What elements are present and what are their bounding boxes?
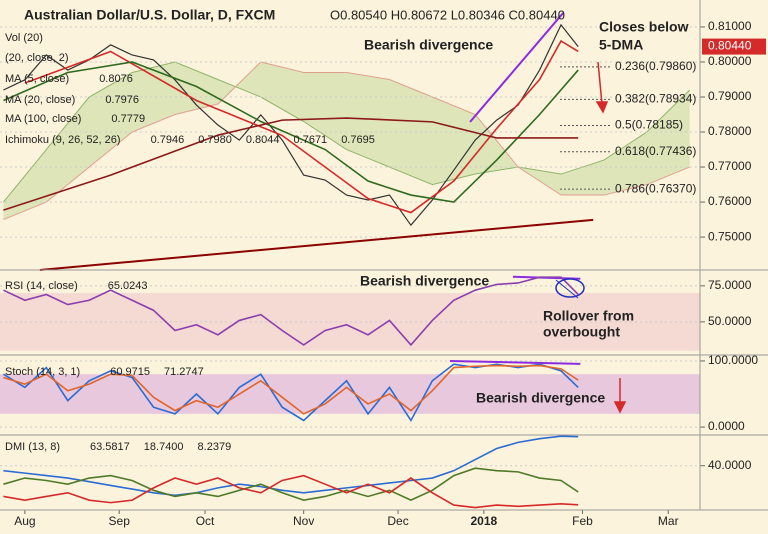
legend-value: 60.9715 (110, 366, 150, 378)
legend-label: RSI (14, close) (5, 280, 78, 292)
chart-title: Australian Dollar/U.S. Dollar, D, FXCM (24, 7, 275, 23)
x-tick-label: Dec (387, 514, 408, 528)
annotation: Closes below (599, 19, 689, 35)
annotation: Bearish divergence (476, 390, 605, 406)
arrow-head (613, 401, 627, 414)
annotation: Bearish divergence (364, 37, 493, 53)
last-price-box (702, 38, 766, 55)
y-tick-label: 40.0000 (708, 458, 752, 472)
y-tick-label: 100.0000 (708, 353, 758, 367)
arrow-head (595, 101, 609, 114)
annotation: Bearish divergence (360, 273, 489, 289)
fib-label: 0.786(0.76370) (615, 181, 696, 195)
y-tick-label: 0.0000 (708, 419, 745, 433)
span-a (3, 61, 691, 203)
legend-label: Ichimoku (9, 26, 52, 26) (5, 134, 121, 146)
legend-value: 0.8076 (99, 73, 133, 85)
legend-value: 0.7779 (111, 113, 145, 125)
highlight-ellipse (555, 278, 585, 298)
legend-label: MA (100, close) (5, 113, 81, 125)
y-tick-label: 0.76000 (708, 194, 752, 208)
plot-layer: 0.81000 0.80000 0.79000 0.78000 0.77000 0.760… (0, 7, 766, 528)
legend-value: 0.8044 (246, 134, 280, 146)
annotation: 5-DMA (599, 37, 643, 53)
y-tick-label: 50.0000 (708, 314, 752, 328)
series-line (3, 276, 579, 347)
x-tick-label: Feb (572, 514, 593, 528)
series-line (3, 435, 579, 497)
x-tick-label: Mar (658, 514, 679, 528)
x-tick-label: 2018 (470, 514, 497, 528)
band (0, 374, 700, 414)
legend-label: (20, close, 2) (5, 52, 69, 64)
trend-line (469, 12, 564, 123)
span-b (3, 61, 690, 221)
annotation: Rollover from (543, 308, 634, 324)
ichimoku-cloud (3, 61, 690, 220)
legend-value: 71.2747 (164, 366, 204, 378)
x-tick-label: Oct (196, 514, 215, 528)
y-tick-label: 0.75000 (708, 229, 752, 243)
fib-label: 0.618(0.77436) (615, 144, 696, 158)
price-line (3, 23, 579, 227)
separators (0, 0, 768, 511)
series-line (24, 39, 579, 214)
x-tick-label: Sep (109, 514, 131, 528)
trend-line (39, 218, 594, 271)
legend-value: 0.7695 (341, 134, 375, 146)
legend-value: 0.7976 (105, 94, 139, 106)
ohlc-label: O0.80540 H0.80672 L0.80346 C0.80440 (330, 7, 565, 22)
series-line (3, 364, 579, 415)
series-line (3, 467, 579, 502)
legend-label: Vol (20) (5, 32, 43, 44)
y-tick-label: 0.80000 (708, 54, 752, 68)
arrow (597, 61, 603, 105)
legend-value: 0.7946 (151, 134, 185, 146)
arrows (595, 61, 627, 414)
legend-value: 65.0243 (108, 280, 148, 292)
y-tick-label: 75.0000 (708, 278, 752, 292)
legend-label: Stoch (14, 3, 1) (5, 366, 80, 378)
series-line (3, 474, 579, 509)
series-line (3, 61, 579, 203)
last-price-label: 0.80440 (708, 39, 752, 53)
legend-value: 0.7671 (294, 134, 328, 146)
x-tick-label: Nov (293, 514, 314, 528)
fib-label: 0.236(0.79860) (615, 59, 696, 73)
y-tick-label: 0.77000 (708, 159, 752, 173)
y-tick-label: 0.78000 (708, 124, 752, 138)
fib-label: 0.382(0.78934) (615, 91, 696, 105)
series-line (3, 117, 579, 211)
legend-value: 18.7400 (144, 441, 184, 453)
annotation: overbought (543, 324, 620, 340)
trend-line (449, 359, 581, 365)
legend-value: 63.5817 (90, 441, 130, 453)
pointer-line (555, 279, 579, 299)
legend-label: MA (5, close) (5, 73, 69, 85)
legend-label: MA (20, close) (5, 94, 75, 106)
legend-value: 8.2379 (198, 441, 232, 453)
fib-label: 0.5(0.78185) (615, 118, 683, 132)
legend-value: 0.7980 (198, 134, 232, 146)
y-tick-label: 0.79000 (708, 89, 752, 103)
x-tick-label: Aug (14, 514, 35, 528)
legend-label: DMI (13, 8) (5, 441, 60, 453)
y-tick-label: 0.81000 (708, 19, 752, 33)
